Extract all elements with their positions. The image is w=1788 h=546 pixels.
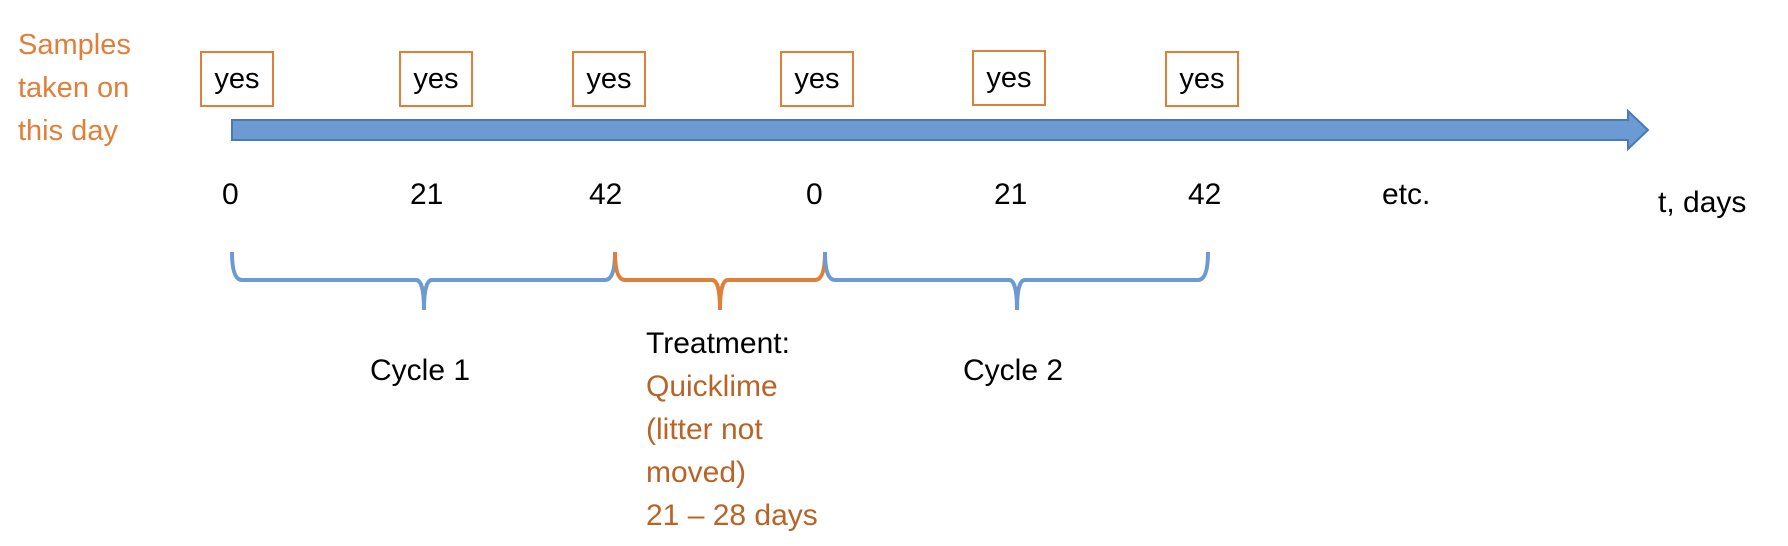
treatment-line-2: (litter not xyxy=(646,413,763,446)
sample-box-5: yes xyxy=(972,50,1046,106)
tick-label-21: 21 xyxy=(410,178,444,211)
cycle-2-label: Cycle 2 xyxy=(963,354,1064,387)
sample-box-1: yes xyxy=(200,51,274,107)
samples-taken-line-1: Samples xyxy=(18,29,131,61)
treatment-heading: Treatment: xyxy=(646,327,790,360)
tick-label-42-second: 42 xyxy=(1188,178,1222,211)
treatment-line-3: moved) xyxy=(646,456,747,489)
cycle-1-brace xyxy=(230,251,617,311)
samples-taken-line-3: this day xyxy=(18,115,118,147)
tick-label-etc: etc. xyxy=(1382,178,1431,211)
tick-label-0-second: 0 xyxy=(806,178,823,211)
cycle-2-brace xyxy=(823,251,1210,311)
tick-label-42: 42 xyxy=(589,178,623,211)
treatment-block: Treatment: Quicklime (litter not moved) … xyxy=(646,322,818,537)
tick-label-21-second: 21 xyxy=(994,178,1028,211)
treatment-line-1: Quicklime xyxy=(646,370,778,403)
treatment-brace xyxy=(613,251,827,311)
sample-box-6: yes xyxy=(1165,51,1239,107)
cycle-1-label: Cycle 1 xyxy=(370,354,471,387)
treatment-duration: 21 – 28 days xyxy=(646,499,818,532)
time-axis-arrow xyxy=(231,108,1650,152)
tick-label-0: 0 xyxy=(222,178,239,211)
sample-box-3: yes xyxy=(572,51,646,107)
sample-box-4: yes xyxy=(780,51,854,107)
samples-taken-line-2: taken on xyxy=(18,72,130,104)
samples-taken-label: Samples taken on this day xyxy=(18,24,131,153)
axis-unit-label: t, days xyxy=(1658,186,1747,219)
sample-box-2: yes xyxy=(399,51,473,107)
